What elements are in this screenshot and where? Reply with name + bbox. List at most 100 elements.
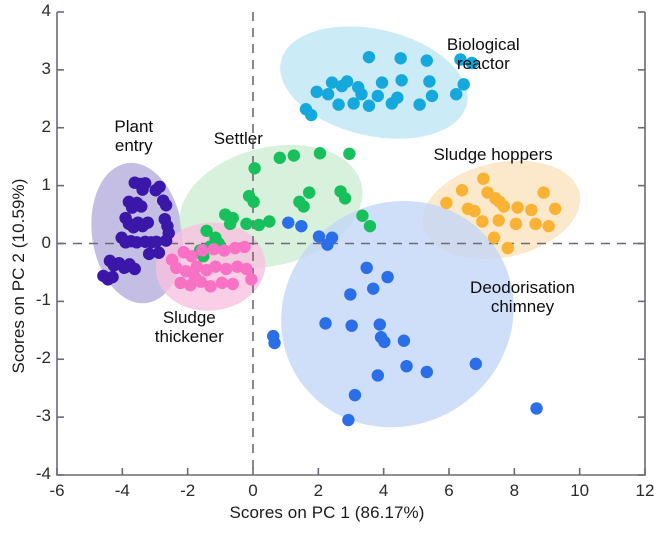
data-point	[338, 192, 352, 205]
x-tick-label: 4	[378, 481, 389, 500]
x-tick-label: -6	[49, 481, 65, 500]
data-point	[373, 318, 386, 331]
data-point	[142, 247, 156, 261]
data-point	[371, 369, 384, 382]
data-point	[367, 282, 380, 295]
data-point	[395, 74, 408, 87]
data-point	[360, 261, 373, 275]
data-point	[136, 183, 149, 196]
data-point	[321, 87, 335, 101]
data-point	[273, 151, 286, 165]
data-point	[325, 76, 339, 89]
data-point	[378, 335, 391, 349]
data-point	[400, 359, 413, 373]
data-point	[174, 276, 187, 290]
data-point	[385, 97, 399, 110]
data-point	[287, 149, 301, 162]
data-point	[362, 50, 376, 64]
data-point	[215, 276, 229, 290]
data-point	[159, 234, 173, 247]
y-tick-label: 3	[41, 58, 51, 78]
data-point	[179, 265, 193, 278]
series-sludge-thickener	[165, 240, 258, 293]
y-tick-label: -2	[35, 348, 51, 368]
data-point	[220, 262, 233, 276]
x-tick-label: -2	[180, 481, 196, 500]
data-point	[128, 262, 141, 276]
series-biological-reactor	[299, 50, 479, 122]
data-point	[302, 186, 316, 199]
data-point	[492, 214, 505, 227]
data-point	[449, 87, 463, 101]
data-point	[188, 270, 202, 284]
data-point	[312, 230, 326, 243]
y-tick-label: -1	[35, 290, 51, 310]
data-point	[263, 215, 276, 228]
data-point	[252, 218, 266, 232]
data-point	[371, 89, 384, 103]
data-point	[135, 200, 148, 213]
data-point	[525, 203, 538, 217]
data-point	[282, 216, 295, 229]
data-point	[240, 262, 253, 276]
data-point	[196, 244, 209, 257]
data-point	[454, 53, 467, 66]
data-point	[420, 365, 433, 379]
data-point	[355, 87, 368, 101]
series-sludge-hoppers	[440, 172, 562, 255]
cluster-label-biological-reactor: Biological reactor	[446, 34, 520, 73]
data-point	[247, 195, 260, 209]
data-point	[340, 75, 354, 88]
data-point	[345, 319, 358, 332]
data-point	[501, 241, 514, 255]
data-point	[226, 277, 239, 291]
data-point	[153, 180, 166, 193]
data-point	[106, 270, 119, 284]
data-point	[363, 219, 377, 233]
data-point	[141, 216, 155, 229]
data-point	[165, 253, 179, 266]
data-point	[362, 99, 376, 112]
data-point	[209, 260, 222, 273]
data-point	[413, 98, 426, 111]
data-point	[295, 219, 308, 233]
y-tick-label: 2	[41, 116, 51, 136]
data-point	[548, 202, 562, 215]
data-point	[223, 217, 237, 231]
data-point	[469, 357, 482, 371]
x-tick-label: 2	[313, 481, 324, 500]
data-point	[159, 199, 173, 212]
y-axis-title: Scores on PC 2 (10.59%)	[9, 178, 28, 374]
data-point	[394, 52, 407, 65]
data-point	[497, 200, 511, 213]
data-point	[268, 336, 281, 350]
cluster-ellipse-deodorisation-chimney	[281, 200, 514, 428]
y-tick-label: 4	[41, 1, 51, 20]
data-point	[238, 240, 251, 254]
data-point	[397, 334, 411, 347]
data-point	[297, 200, 310, 213]
cluster-label-plant-entry: Plant entry	[114, 116, 154, 155]
data-point	[511, 201, 524, 214]
data-point	[537, 186, 550, 199]
data-point	[343, 147, 356, 160]
data-point	[245, 273, 258, 286]
data-point	[425, 89, 439, 103]
data-point	[150, 235, 163, 248]
x-tick-label: 12	[635, 481, 654, 500]
x-tick-label: 8	[509, 481, 520, 500]
y-tick-label: -4	[35, 464, 51, 483]
y-tick-label: -3	[35, 406, 51, 426]
data-point	[313, 147, 327, 160]
x-tick-label: 10	[570, 481, 590, 500]
data-point	[228, 241, 242, 255]
data-point	[248, 162, 261, 175]
data-point	[152, 246, 166, 259]
data-point	[347, 97, 360, 110]
data-point	[455, 184, 469, 197]
cluster-label-sludge-hoppers: Sludge hoppers	[433, 144, 553, 164]
x-tick-label: -4	[114, 481, 130, 500]
data-point	[342, 413, 355, 427]
data-point	[477, 172, 490, 185]
